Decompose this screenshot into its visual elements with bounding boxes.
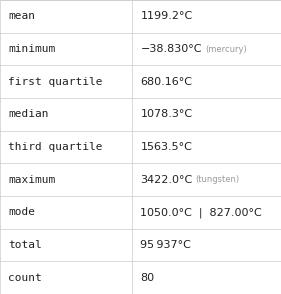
Text: count: count: [8, 273, 42, 283]
Text: 95 937°C: 95 937°C: [140, 240, 191, 250]
Text: third quartile: third quartile: [8, 142, 103, 152]
Text: 1563.5°C: 1563.5°C: [140, 142, 192, 152]
Text: median: median: [8, 109, 49, 119]
Text: maximum: maximum: [8, 175, 56, 185]
Text: 1199.2°C: 1199.2°C: [140, 11, 193, 21]
Text: mean: mean: [8, 11, 35, 21]
Text: minimum: minimum: [8, 44, 56, 54]
Text: (mercury): (mercury): [205, 44, 246, 54]
Text: first quartile: first quartile: [8, 77, 103, 87]
Text: total: total: [8, 240, 42, 250]
Text: 80: 80: [140, 273, 155, 283]
Text: 1078.3°C: 1078.3°C: [140, 109, 192, 119]
Text: mode: mode: [8, 207, 35, 217]
Text: 3422.0°C: 3422.0°C: [140, 175, 193, 185]
Text: 680.16°C: 680.16°C: [140, 77, 192, 87]
Text: −38.830°C: −38.830°C: [140, 44, 202, 54]
Text: 1050.0°C  |  827.00°C: 1050.0°C | 827.00°C: [140, 207, 262, 218]
Text: (tungsten): (tungsten): [196, 175, 240, 184]
